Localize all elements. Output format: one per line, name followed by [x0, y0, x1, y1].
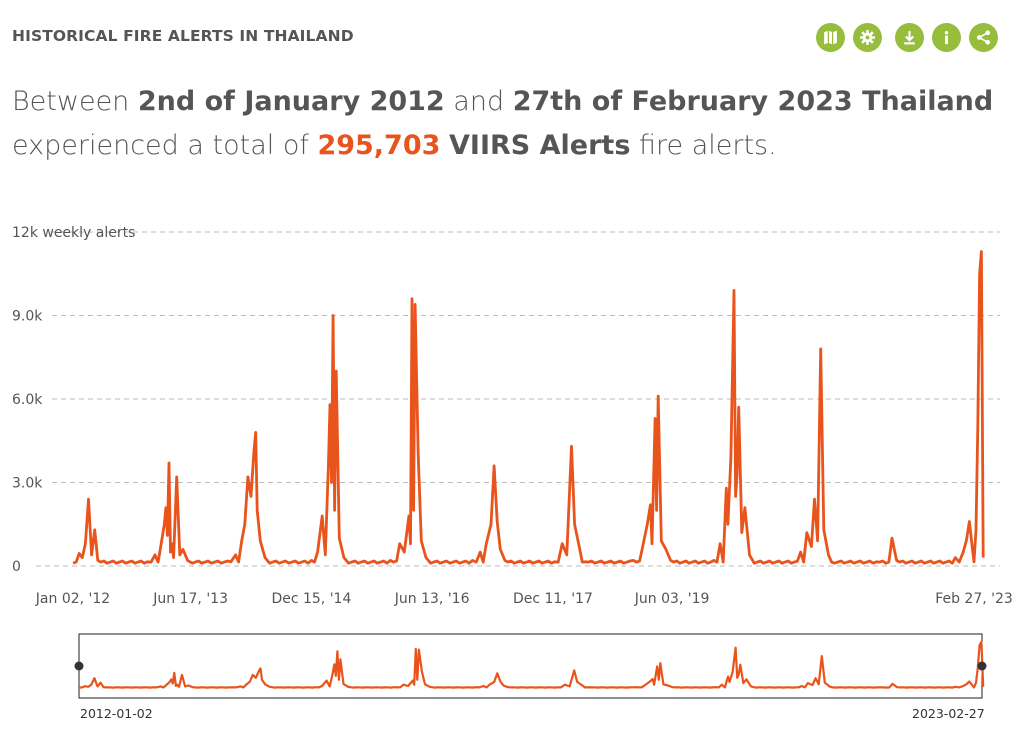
start-date: 2nd of January 2012	[137, 86, 445, 117]
y-tick-label: 9.0k	[12, 309, 43, 325]
x-tick-label: Feb 27, '23	[935, 591, 1013, 607]
brush-handle-end[interactable]	[977, 661, 987, 671]
brush-start-date: 2012-01-02	[80, 706, 153, 721]
timeline-brush[interactable]	[0, 625, 1024, 705]
brush-end-date: 2023-02-27	[912, 706, 985, 721]
info-icon	[944, 31, 949, 45]
dataset-name: VIIRS Alerts	[449, 130, 631, 161]
x-tick-label: Jun 13, '16	[394, 591, 470, 607]
end-date-country: 27th of February 2023 Thailand	[512, 86, 994, 117]
settings-button[interactable]	[853, 23, 882, 52]
y-tick-label: 6.0k	[12, 392, 43, 408]
x-tick-label: Dec 15, '14	[271, 591, 351, 607]
share-button[interactable]	[969, 23, 998, 52]
x-tick-label: Jan 02, '12	[35, 591, 110, 607]
chart-title: HISTORICAL FIRE ALERTS IN THAILAND	[12, 27, 354, 45]
x-tick-label: Jun 17, '13	[152, 591, 228, 607]
x-tick-label: Jun 03, '19	[634, 591, 710, 607]
sentence-text: fire alerts.	[630, 130, 777, 161]
widget-toolbar	[816, 23, 1000, 53]
download-icon	[904, 31, 915, 45]
weekly-alerts-chart: 0 3.0k 6.0k 9.0k 12k weekly alerts Jan 02, '1…	[12, 225, 1013, 607]
share-icon	[976, 30, 991, 45]
map-icon	[824, 30, 837, 45]
sentence-text: experienced a total of	[12, 130, 318, 161]
brush-series-line	[78, 640, 985, 689]
y-tick-label: 3.0k	[12, 476, 43, 492]
brush-handle-start[interactable]	[74, 661, 84, 671]
sentence-text: Between	[12, 86, 138, 117]
y-tick-label: 0	[12, 559, 21, 575]
x-tick-label: Dec 11, '17	[513, 591, 593, 607]
sentence-text: and	[444, 86, 513, 117]
summary-sentence: Between 2nd of January 2012 and 27th of …	[12, 80, 1012, 168]
series-line-weekly-alerts	[72, 250, 985, 565]
sentence-text	[440, 130, 449, 161]
info-button[interactable]	[932, 23, 961, 52]
gear-icon	[860, 30, 875, 45]
map-button[interactable]	[816, 23, 845, 52]
alert-count: 295,703	[317, 130, 441, 161]
download-button[interactable]	[895, 23, 924, 52]
y-tick-label: 12k weekly alerts	[12, 225, 135, 241]
